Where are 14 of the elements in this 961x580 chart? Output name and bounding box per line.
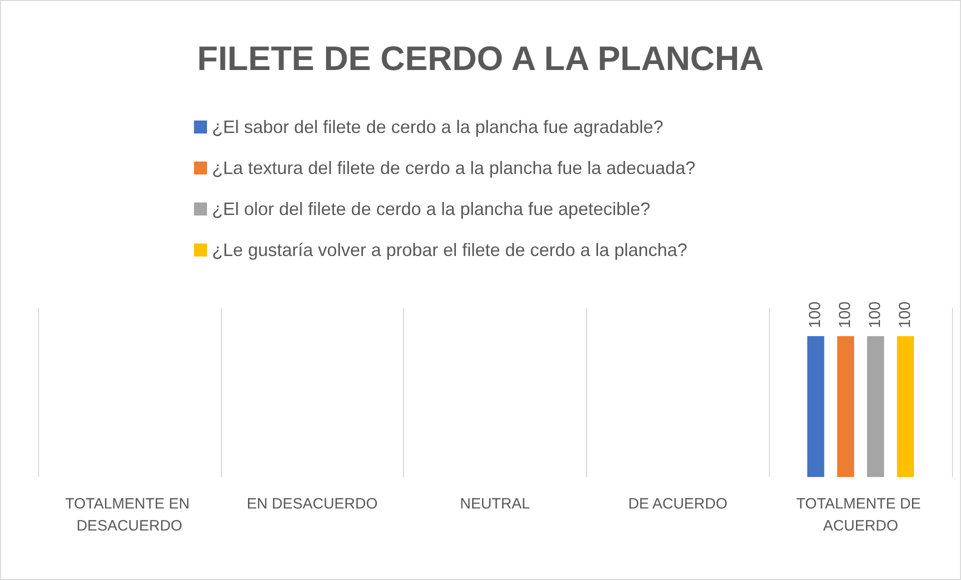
x-tick-label: EN DESACUERDO — [246, 496, 378, 512]
legend-label: ¿La textura del filete de cerdo a la plancha fue la adecuada? — [212, 158, 696, 178]
x-tick-label: TOTALMENTE EN DESACUERDO — [65, 496, 194, 534]
chart-title: FILETE DE CERDO A LA PLANCHA — [197, 40, 764, 78]
data-label: 100 — [867, 301, 884, 328]
x-tick-label: NEUTRAL — [460, 496, 530, 512]
x-tick-label: TOTALMENTE DE ACUERDO — [796, 496, 925, 534]
data-label: 100 — [807, 301, 824, 328]
data-label: 100 — [896, 301, 914, 328]
legend-label: ¿El olor del filete de cerdo a la plancha fue apetecible? — [212, 199, 650, 219]
legend-label: ¿Le gustaría volver a probar el filete de cerdo a la plancha? — [212, 240, 688, 260]
x-tick-label: DE ACUERDO — [628, 496, 728, 512]
legend-label: ¿El sabor del filete de cerdo a la plancha fue agradable? — [212, 117, 664, 137]
data-label: 100 — [837, 301, 854, 328]
